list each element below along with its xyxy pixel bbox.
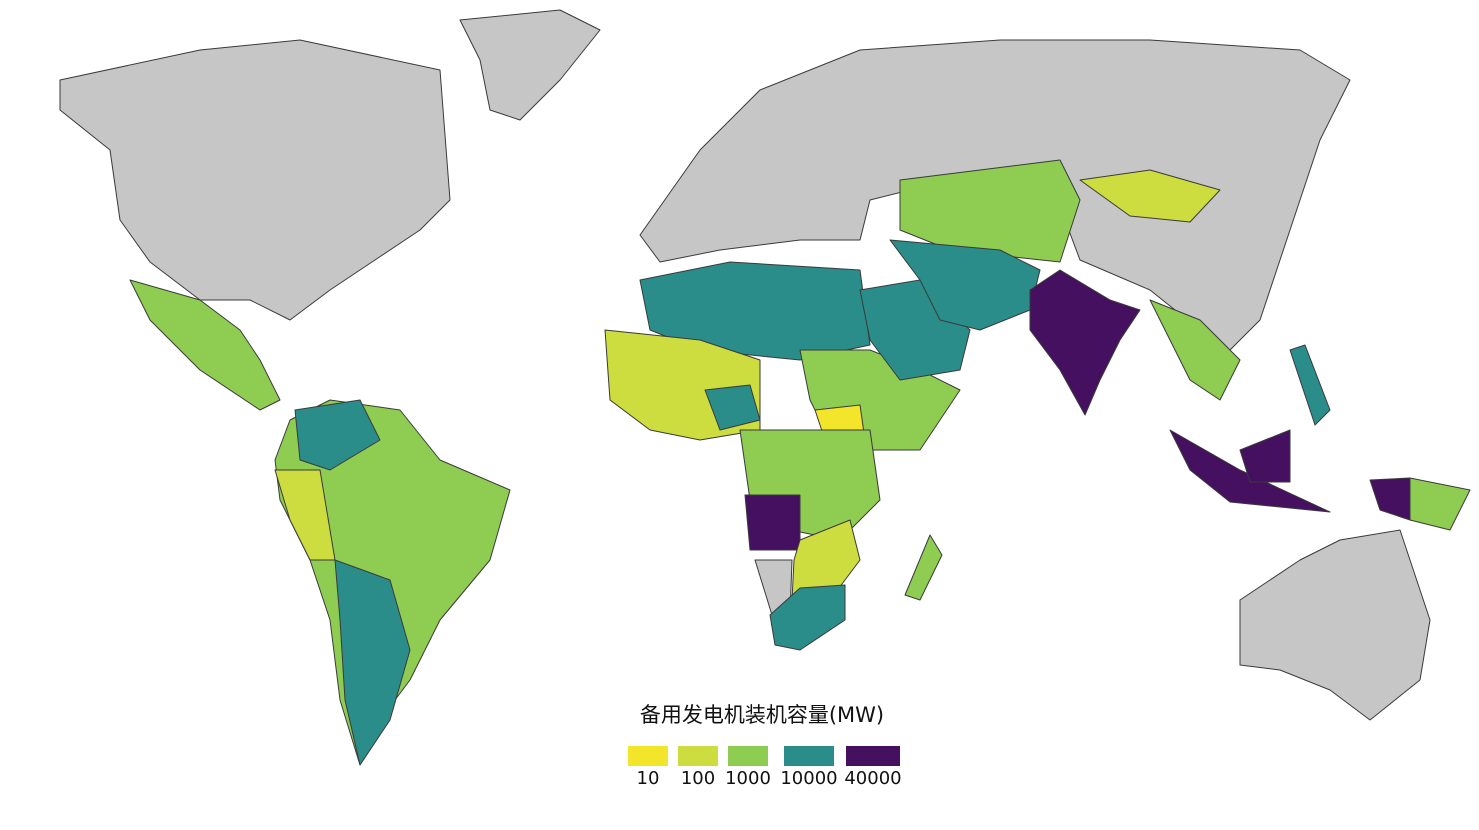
north-america <box>59 39 451 321</box>
papua-new-guinea <box>1409 477 1471 531</box>
venezuela-colombia <box>294 399 381 471</box>
angola <box>744 494 801 551</box>
iran-pakistan <box>889 239 1041 331</box>
southern-cone <box>334 559 411 766</box>
southeast-asia <box>1149 299 1241 401</box>
nigeria <box>704 384 761 431</box>
greenland <box>459 9 601 121</box>
legend-swatch <box>728 746 768 766</box>
new-guinea-west <box>1369 477 1411 521</box>
legend-swatch <box>628 746 668 766</box>
landmasses <box>59 9 1471 766</box>
borneo <box>1239 429 1291 483</box>
eurasia <box>639 39 1351 351</box>
legend-label: 1000 <box>725 768 771 789</box>
australia <box>1239 529 1431 721</box>
legend-label: 40000 <box>844 768 901 789</box>
andes <box>274 469 336 561</box>
legend-swatch <box>784 746 834 766</box>
south-africa <box>769 584 846 651</box>
legend-swatch <box>678 746 718 766</box>
legend: 10 100 1000 10000 40000 <box>628 746 902 789</box>
legend-label: 10 <box>637 768 660 789</box>
india <box>1029 269 1141 416</box>
central-america <box>129 279 281 411</box>
legend-label: 10000 <box>780 768 837 789</box>
sumatra-java <box>1169 429 1331 513</box>
legend-swatch <box>846 746 900 766</box>
legend-label: 100 <box>681 768 715 789</box>
legend-title: 备用发电机装机容量(MW) <box>640 703 884 727</box>
philippines <box>1289 344 1331 426</box>
central-asia <box>899 159 1081 263</box>
mongolia <box>1079 169 1221 223</box>
madagascar <box>904 534 943 601</box>
